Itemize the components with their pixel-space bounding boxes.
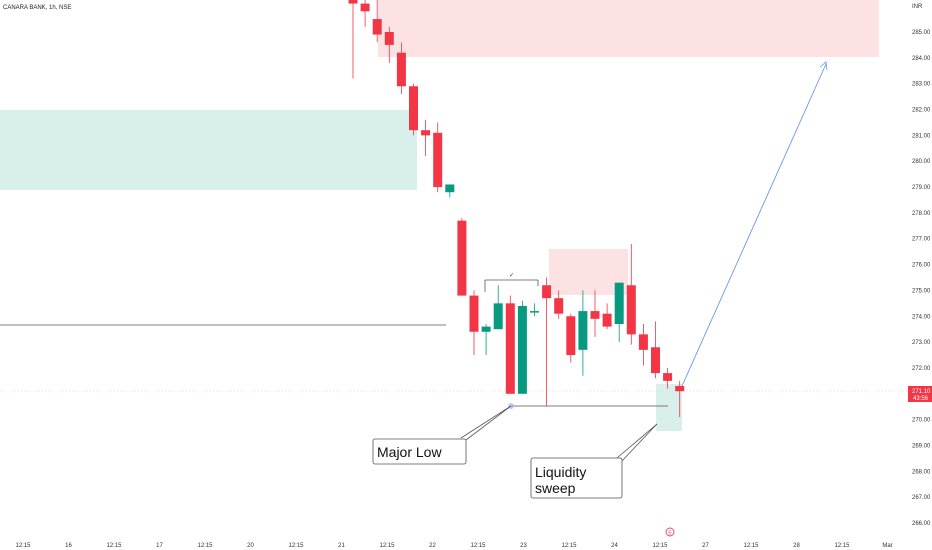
y-tick-label: 274.00 [912, 314, 931, 320]
candles [348, 0, 685, 418]
sweep-leader-lower [620, 423, 658, 463]
y-tick-label: 276.00 [912, 263, 931, 269]
x-tick-label: 12:15 [470, 543, 486, 549]
major-low-leader-lower [465, 405, 512, 441]
liquidity-sweep-zone[interactable] [656, 384, 682, 431]
y-tick-label: 282.00 [912, 108, 931, 114]
earnings-event-icon[interactable] [665, 527, 675, 537]
candle-down[interactable] [675, 386, 685, 392]
projection-arrow-head [819, 61, 828, 71]
candle-down[interactable] [360, 3, 370, 12]
x-tick-label: 12:15 [197, 543, 213, 549]
y-tick-label: 273.00 [912, 340, 931, 346]
y-tick-label: 269.00 [912, 443, 931, 449]
x-tick-label: 20 [247, 543, 254, 549]
check-mark: ✓ [509, 273, 514, 279]
y-tick-label: 277.00 [912, 237, 931, 243]
candle-down[interactable] [566, 316, 576, 356]
x-tick-label: 12:15 [288, 543, 304, 549]
liquidity-sweep-callout[interactable] [530, 457, 623, 499]
y-tick-label: 268.00 [912, 469, 931, 475]
earnings-event-letter: E [668, 530, 672, 536]
candle-down[interactable] [396, 52, 406, 87]
y-tick-label: 285.00 [912, 30, 931, 36]
candle-up[interactable] [530, 311, 539, 313]
liquidity-sweep-label-line1: Liquidity [535, 464, 586, 480]
candle-up[interactable] [445, 184, 455, 193]
major-low-leader-upper [460, 405, 512, 439]
candle-up[interactable] [614, 282, 624, 325]
x-tick-label: 24 [611, 543, 618, 549]
x-tick-label: 27 [702, 543, 709, 549]
x-tick-label: 12:15 [834, 543, 850, 549]
candle-up[interactable] [578, 311, 588, 350]
y-tick-label: 270.00 [912, 418, 931, 424]
candle-up[interactable] [493, 303, 503, 330]
candle-down[interactable] [372, 19, 382, 35]
candle-down[interactable] [409, 86, 418, 131]
x-tick-label: 12:15 [561, 543, 577, 549]
y-tick-label: 275.00 [912, 288, 931, 294]
candle-up[interactable] [517, 305, 527, 394]
candle-down[interactable] [663, 373, 673, 381]
candle-down[interactable] [348, 0, 358, 4]
time-axis[interactable]: 12:15 16 12:15 17 12:15 20 12:15 21 12:15 22 12:15… [15, 543, 892, 549]
candle-down[interactable] [651, 347, 660, 374]
candle-down[interactable] [590, 311, 600, 319]
symbol-title[interactable]: CANARA BANK, 1h, NSE [3, 5, 71, 11]
x-tick-label: 28 [793, 543, 800, 549]
liquidity-sweep-label-line2: sweep [535, 480, 576, 496]
x-tick-label: 17 [156, 543, 163, 549]
candle-down[interactable] [433, 132, 443, 188]
candle-down[interactable] [384, 32, 394, 45]
y-tick-label: 280.00 [912, 159, 931, 165]
y-tick-label: 284.00 [912, 56, 931, 62]
projection-arrow-line[interactable] [681, 63, 827, 387]
x-tick-label: 12:15 [652, 543, 668, 549]
x-tick-label: 22 [429, 543, 436, 549]
supply-zone-top[interactable] [378, 0, 879, 57]
candle-down[interactable] [505, 303, 515, 394]
y-tick-label: 281.00 [912, 133, 931, 139]
last-price-countdown: 43:56 [913, 396, 929, 402]
x-tick-label: 12:15 [15, 543, 31, 549]
currency-label: INR [912, 4, 923, 10]
x-tick-label: Mar [882, 543, 892, 549]
x-tick-label: 12:15 [106, 543, 122, 549]
demand-zone[interactable] [0, 110, 417, 190]
sweep-leader-upper [616, 423, 658, 459]
candle-down[interactable] [554, 298, 564, 314]
x-tick-label: 12:15 [743, 543, 759, 549]
x-tick-label: 21 [338, 543, 345, 549]
candle-down[interactable] [457, 220, 467, 296]
candle-down[interactable] [626, 285, 636, 335]
x-tick-label: 12:15 [379, 543, 395, 549]
candle-down[interactable] [542, 285, 552, 299]
y-tick-label: 279.00 [912, 185, 931, 191]
y-tick-label: 267.00 [912, 495, 931, 501]
x-tick-label: 23 [520, 543, 527, 549]
major-low-label: Major Low [377, 444, 442, 460]
y-tick-label: 272.00 [912, 366, 931, 372]
candle-down[interactable] [602, 313, 612, 327]
major-low-callout[interactable] [372, 438, 467, 465]
candle-down[interactable] [469, 295, 479, 332]
y-tick-label: 266.00 [912, 521, 931, 527]
candle-down[interactable] [638, 334, 648, 350]
candle-down[interactable] [421, 130, 431, 136]
last-price-tag [908, 386, 932, 402]
x-tick-label: 16 [65, 543, 72, 549]
y-tick-label: 283.00 [912, 82, 931, 88]
y-tick-label: 278.00 [912, 211, 931, 217]
last-price-value: 271.10 [912, 389, 931, 395]
candle-up[interactable] [481, 326, 491, 332]
